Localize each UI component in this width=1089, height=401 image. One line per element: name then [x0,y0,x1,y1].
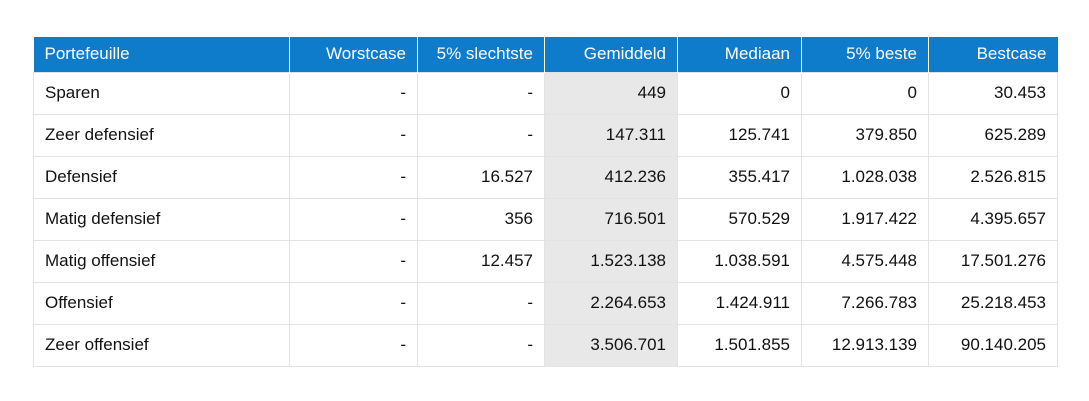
value-cell-5-slechtste: 356 [417,197,545,241]
column-header-5-slechtste[interactable]: 5% slechtste [417,37,545,72]
portfolio-name-cell: Zeer offensief [33,323,290,367]
value-cell-5-slechtste: - [417,113,545,157]
portfolio-name-cell: Matig offensief [33,239,290,283]
value-cell-gemiddeld: 449 [544,71,678,115]
table-row-offensief: Offensief - -2.264.653 1.424.911 7.266.783 25… [33,281,1058,325]
value-cell-5-beste: 7.266.783 [801,281,929,325]
value-cell-5-beste: 0 [801,71,929,115]
value-cell-bestcase: 2.526.815 [928,155,1058,199]
value-cell-worstcase: - [289,323,418,367]
value-cell-bestcase: 25.218.453 [928,281,1058,325]
value-cell-bestcase: 90.140.205 [928,323,1058,367]
value-cell-mediaan: 0 [677,71,802,115]
value-cell-gemiddeld: 3.506.701 [544,323,678,367]
value-cell-bestcase: 4.395.657 [928,197,1058,241]
value-cell-mediaan: 125.741 [677,113,802,157]
value-cell-gemiddeld: 2.264.653 [544,281,678,325]
portfolio-name-cell: Zeer defensief [33,113,290,157]
value-cell-5-beste: 12.913.139 [801,323,929,367]
value-cell-bestcase: 625.289 [928,113,1058,157]
value-cell-5-slechtste: - [417,281,545,325]
portfolio-name-cell: Sparen [33,71,290,115]
value-cell-5-beste: 1.028.038 [801,155,929,199]
value-cell-5-slechtste: 12.457 [417,239,545,283]
value-cell-gemiddeld: 716.501 [544,197,678,241]
value-cell-gemiddeld: 147.311 [544,113,678,157]
column-header-gemiddeld[interactable]: Gemiddeld [544,37,678,72]
value-cell-5-beste: 4.575.448 [801,239,929,283]
portfolio-results-table: Portefeuille Worstcase 5% slechtste Gemidde… [33,37,1058,367]
table-body: Sparen - -449 0 0 30.453 Zeer defensief - -147.3… [33,71,1058,367]
value-cell-5-slechtste: - [417,71,545,115]
table-row-defensief: Defensief -16.527 412.236 355.417 1.028.038 2… [33,155,1058,199]
header-row: Portefeuille Worstcase 5% slechtste Gemidde… [33,37,1058,72]
report-canvas: Portefeuille Worstcase 5% slechtste Gemidde… [33,37,1058,367]
value-cell-mediaan: 1.038.591 [677,239,802,283]
value-cell-worstcase: - [289,197,418,241]
value-cell-mediaan: 1.424.911 [677,281,802,325]
portfolio-name-cell: Defensief [33,155,290,199]
value-cell-5-beste: 379.850 [801,113,929,157]
value-cell-gemiddeld: 412.236 [544,155,678,199]
value-cell-worstcase: - [289,113,418,157]
table-row-sparen: Sparen - -449 0 0 30.453 [33,71,1058,115]
table-row-zeer-defensief: Zeer defensief - -147.311 125.741 379.850 625… [33,113,1058,157]
portfolio-name-cell: Matig defensief [33,197,290,241]
column-header-5-beste[interactable]: 5% beste [801,37,929,72]
portfolio-name-cell: Offensief [33,281,290,325]
column-header-worstcase[interactable]: Worstcase [289,37,418,72]
value-cell-worstcase: - [289,281,418,325]
value-cell-worstcase: - [289,155,418,199]
value-cell-5-beste: 1.917.422 [801,197,929,241]
value-cell-worstcase: - [289,71,418,115]
value-cell-mediaan: 1.501.855 [677,323,802,367]
value-cell-bestcase: 30.453 [928,71,1058,115]
value-cell-gemiddeld: 1.523.138 [544,239,678,283]
value-cell-5-slechtste: - [417,323,545,367]
table-row-zeer-offensief: Zeer offensief - -3.506.701 1.501.855 12.913… [33,323,1058,367]
value-cell-worstcase: - [289,239,418,283]
table-row-matig-defensief: Matig defensief -356 716.501 570.529 1.917.4… [33,197,1058,241]
value-cell-mediaan: 355.417 [677,155,802,199]
column-header-portefeuille[interactable]: Portefeuille [33,37,290,72]
column-header-mediaan[interactable]: Mediaan [677,37,802,72]
column-header-bestcase[interactable]: Bestcase [928,37,1058,72]
value-cell-bestcase: 17.501.276 [928,239,1058,283]
value-cell-mediaan: 570.529 [677,197,802,241]
table-row-matig-offensief: Matig offensief -12.457 1.523.138 1.038.591… [33,239,1058,283]
value-cell-5-slechtste: 16.527 [417,155,545,199]
